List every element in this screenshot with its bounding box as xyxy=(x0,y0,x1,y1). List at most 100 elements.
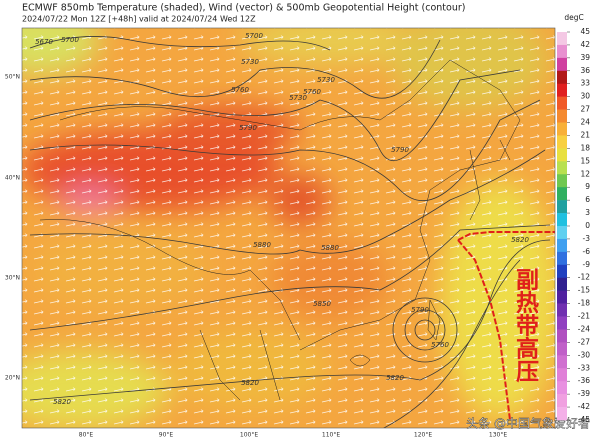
lat-label: 50°N xyxy=(5,74,20,81)
lon-label: 120°E xyxy=(414,432,432,439)
colorbar-tick-label: -33 xyxy=(578,363,590,372)
height-contours xyxy=(29,36,551,428)
contour-label: 5880 xyxy=(253,241,271,249)
colorbar-tick-label: -9 xyxy=(583,260,591,269)
contour-label: 5820 xyxy=(241,379,259,387)
contour-label: 5700 xyxy=(61,36,79,44)
colorbar-swatch xyxy=(557,70,567,85)
colorbar-swatch xyxy=(557,355,567,369)
colorbar-swatch xyxy=(557,187,567,201)
colorbar-tick-label: -15 xyxy=(578,286,590,295)
colorbar-tick-label: 15 xyxy=(580,156,590,165)
lon-label: 80°E xyxy=(79,432,94,439)
contour-label: 5850 xyxy=(313,300,331,308)
contour-label: 5670 xyxy=(35,38,53,46)
contour-label: 5790 xyxy=(391,146,409,154)
colorbar-swatch xyxy=(557,44,567,59)
colorbar-tick-label: 24 xyxy=(580,118,590,127)
colorbar-tick-label: 42 xyxy=(580,40,590,49)
annotation: 副热带高压 xyxy=(512,268,540,384)
colorbar-swatch xyxy=(557,122,567,136)
colorbar-swatch xyxy=(557,200,567,214)
colorbar-tick-label: -39 xyxy=(578,389,590,398)
colorbar-swatch xyxy=(557,316,567,330)
contour-label: 5760 xyxy=(431,341,449,349)
colorbar-tick-label: 12 xyxy=(580,169,590,178)
colorbar-tick-label: 21 xyxy=(580,130,590,139)
map-area xyxy=(22,28,555,428)
colorbar-tick-label: 6 xyxy=(585,195,590,204)
colorbar-tick-label: 30 xyxy=(580,92,590,101)
contour-label: 5790 xyxy=(411,306,429,314)
wind-vectors xyxy=(22,28,555,428)
colorbar-tick-label: 18 xyxy=(580,143,590,152)
lon-label: 130°E xyxy=(489,432,507,439)
watermark: 头条 @中国气象爱好者 xyxy=(466,416,590,431)
colorbar-swatch xyxy=(557,32,567,46)
colorbar-tick-label: -27 xyxy=(578,337,590,346)
colorbar-swatch xyxy=(557,381,567,395)
contour-label: 5760 xyxy=(231,86,249,94)
colorbar-tick-label: 0 xyxy=(585,221,590,230)
colorbar-tick-label: 33 xyxy=(580,79,590,88)
colorbar-tick-label: -36 xyxy=(578,376,590,385)
colorbar-swatch xyxy=(557,368,567,382)
contour-label: 5700 xyxy=(245,32,263,40)
colorbar-tick-label: -18 xyxy=(578,299,590,308)
colorbar-swatch xyxy=(557,83,567,97)
colorbar-swatch xyxy=(557,226,567,240)
colorbar-swatch xyxy=(557,57,567,72)
colorbar-swatch xyxy=(557,277,567,291)
contour-label: 5730 xyxy=(289,94,307,102)
contour-label: 5880 xyxy=(321,244,339,252)
colorbar-swatch xyxy=(557,303,567,317)
colorbar-swatch xyxy=(557,174,567,188)
colorbar-tick-label: -21 xyxy=(578,312,590,321)
map-title: ECMWF 850mb Temperature (shaded), Wind (… xyxy=(22,3,465,14)
colorbar-swatch xyxy=(557,238,567,253)
contour-label: 5760 xyxy=(303,88,321,96)
colorbar-tick-label: 3 xyxy=(585,208,590,217)
colorbar-swatch xyxy=(557,251,567,266)
colorbar-swatch xyxy=(557,407,567,421)
map-frame xyxy=(21,27,556,429)
colorbar-tick-label: -24 xyxy=(578,324,590,333)
colorbar-swatch xyxy=(557,96,567,110)
colorbar-swatch xyxy=(557,148,567,162)
lon-label: 100°E xyxy=(240,432,258,439)
colorbar-tick-label: 39 xyxy=(580,53,590,62)
colorbar-swatch xyxy=(557,161,567,175)
colorbar-swatch xyxy=(557,329,567,343)
colorbar-swatch xyxy=(557,213,567,227)
colorbar-swatch xyxy=(557,290,567,304)
colorbar-tick-label: -45 xyxy=(578,415,590,424)
contour-label: 5820 xyxy=(53,398,71,406)
colorbar-tick-label: 9 xyxy=(585,182,590,191)
colorbar-swatch xyxy=(557,342,567,356)
lat-label: 40°N xyxy=(5,175,20,182)
colorbar-swatch xyxy=(557,135,567,149)
contour-label: 5820 xyxy=(511,236,529,244)
map-subtitle: 2024/07/22 Mon 12Z [+48h] valid at 2024/… xyxy=(22,15,256,24)
colorbar-label: degC xyxy=(564,13,583,22)
contour-label: 5730 xyxy=(317,76,335,84)
lat-label: 30°N xyxy=(5,275,20,282)
colorbar-tick-label: 45 xyxy=(580,27,590,36)
colorbar-tick-label: -6 xyxy=(583,247,591,256)
colorbar-tick-label: -3 xyxy=(583,234,591,243)
contour-label: 5730 xyxy=(241,58,259,66)
colorbar-tick-label: 27 xyxy=(580,105,590,114)
colorbar-swatch xyxy=(557,394,567,408)
contour-label: 5790 xyxy=(239,124,257,132)
lon-label: 110°E xyxy=(322,432,340,439)
colorbar-tick-label: -12 xyxy=(578,273,590,282)
colorbar-swatch xyxy=(557,264,567,279)
subtropical-high-boundary xyxy=(457,231,555,421)
colorbar-tick-label: 36 xyxy=(580,66,590,75)
colorbar-swatch xyxy=(557,109,567,123)
colorbar-tick-label: -30 xyxy=(578,350,590,359)
colorbar-tick-label: -42 xyxy=(578,402,590,411)
lon-label: 90°E xyxy=(159,432,174,439)
lat-label: 20°N xyxy=(5,375,20,382)
